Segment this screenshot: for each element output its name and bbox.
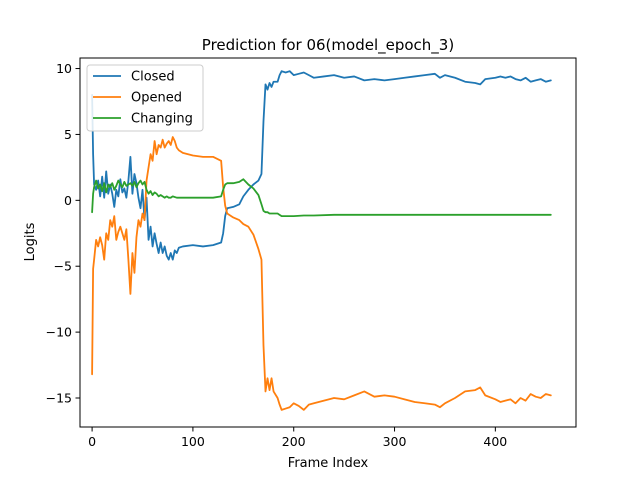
series-line-changing bbox=[91, 178, 552, 218]
y-tick-label: 10 bbox=[56, 61, 72, 76]
y-tick-label: −5 bbox=[54, 259, 72, 274]
x-axis-ticks: 0 100 200 300 400 bbox=[88, 427, 507, 449]
y-axis-ticks: 10 5 0 −5 −10 −15 bbox=[46, 61, 80, 406]
x-tick-label: 400 bbox=[483, 434, 507, 449]
legend-item-opened: Opened bbox=[93, 91, 182, 106]
chart-title: Prediction for 06(model_epoch_3) bbox=[202, 36, 454, 55]
x-tick-label: 200 bbox=[282, 434, 306, 449]
legend-box bbox=[86, 64, 204, 132]
plot-frame bbox=[79, 57, 577, 428]
legend-label: Closed bbox=[131, 70, 175, 85]
legend: Closed Opened Changing bbox=[86, 64, 204, 132]
series-line-closed bbox=[91, 70, 552, 261]
y-tick-label: 0 bbox=[64, 193, 72, 208]
y-tick-label: 5 bbox=[64, 127, 72, 142]
legend-label: Changing bbox=[131, 112, 193, 127]
y-tick-label: −10 bbox=[46, 325, 72, 340]
legend-item-closed: Closed bbox=[93, 70, 175, 85]
series-layer bbox=[91, 70, 552, 411]
y-axis-label: Logits bbox=[23, 222, 38, 261]
legend-label: Opened bbox=[131, 91, 182, 106]
x-tick-label: 300 bbox=[383, 434, 407, 449]
series-line-opened bbox=[91, 136, 552, 411]
y-tick-label: −15 bbox=[46, 391, 72, 406]
x-tick-label: 100 bbox=[181, 434, 205, 449]
legend-items: Closed Opened Changing bbox=[93, 70, 193, 127]
x-axis-label: Frame Index bbox=[288, 456, 369, 471]
x-tick-label: 0 bbox=[88, 434, 96, 449]
legend-item-changing: Changing bbox=[93, 112, 193, 127]
